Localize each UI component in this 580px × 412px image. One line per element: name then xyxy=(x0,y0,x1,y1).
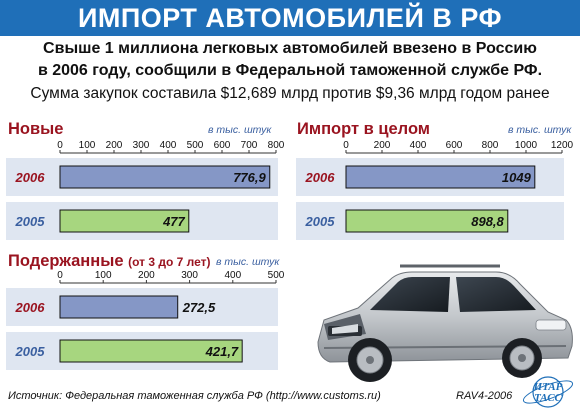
source-note: Источник: Федеральная таможенная служба … xyxy=(8,390,381,402)
chart-total-unit: в тыс. штук xyxy=(508,124,572,136)
value-label: 898,8 xyxy=(471,214,504,229)
bar-2006 xyxy=(59,295,179,319)
tick-label: 400 xyxy=(160,140,177,151)
tick-label: 0 xyxy=(57,270,63,281)
year-label: 2006 xyxy=(305,170,336,185)
tick-label: 300 xyxy=(181,270,198,281)
bar-2005 xyxy=(345,209,509,233)
tick-label: 400 xyxy=(410,140,427,151)
page-title: ИМПОРТ АВТОМОБИЛЕЙ В РФ xyxy=(0,0,580,36)
bar-2005 xyxy=(59,339,243,363)
tick-label: 500 xyxy=(268,270,285,281)
tick-label: 800 xyxy=(268,140,285,151)
tick-label: 300 xyxy=(133,140,150,151)
subtitle-line-3: Сумма закупок составила $12,689 млрд про… xyxy=(30,85,550,102)
suv-illustration xyxy=(317,264,573,382)
itar-tass-logo-icon: ИТАР ТАСС xyxy=(522,376,574,408)
year-label: 2005 xyxy=(305,214,336,229)
tick-label: 400 xyxy=(224,270,241,281)
tick-label: 200 xyxy=(138,270,155,281)
tick-label: 0 xyxy=(57,140,63,151)
subtitle-line-2: в 2006 году, сообщили в Федеральной тамо… xyxy=(37,62,543,79)
value-label: 477 xyxy=(162,214,185,229)
year-label: 2006 xyxy=(15,300,46,315)
chart-new-title: Новые xyxy=(8,120,64,138)
tick-label: 200 xyxy=(374,140,391,151)
tick-label: 700 xyxy=(241,140,258,151)
svg-text:ИТАР: ИТАР xyxy=(533,381,563,393)
tick-label: 600 xyxy=(214,140,231,151)
chart-new: 0 100 200 300 400 500 600 700 800 2006 776,9 2005 47… xyxy=(6,140,285,240)
tick-label: 500 xyxy=(187,140,204,151)
tick-label: 600 xyxy=(446,140,463,151)
tick-label: 100 xyxy=(95,270,112,281)
year-label: 2005 xyxy=(15,214,46,229)
tick-label: 100 xyxy=(79,140,96,151)
value-label: 272,5 xyxy=(182,300,216,315)
tick-label: 1200 xyxy=(551,140,574,151)
tick-label: 1000 xyxy=(515,140,538,151)
graphic-code: RAV4-2006 xyxy=(456,390,513,402)
tick-label: 200 xyxy=(106,140,123,151)
chart-total-title: Импорт в целом xyxy=(297,120,431,138)
value-label: 776,9 xyxy=(233,170,266,185)
tick-label: 0 xyxy=(343,140,349,151)
bar-2006 xyxy=(345,165,536,189)
svg-text:ТАСС: ТАСС xyxy=(534,392,562,404)
chart-new-unit: в тыс. штук xyxy=(208,124,272,136)
bar-2006 xyxy=(59,165,271,189)
year-label: 2006 xyxy=(15,170,46,185)
chart-used-title-text: Подержанные xyxy=(8,252,124,270)
chart-used-unit: в тыс. штук xyxy=(216,256,280,268)
value-label: 421,7 xyxy=(205,344,239,359)
chart-used: 0 100 200 300 400 500 2006 272,5 2005 421,7 xyxy=(6,270,285,370)
subtitle-line-1: Свыше 1 миллиона легковых автомобилей вв… xyxy=(43,40,537,57)
year-label: 2005 xyxy=(15,344,46,359)
value-label: 1049 xyxy=(502,170,532,185)
tick-label: 800 xyxy=(482,140,499,151)
chart-used-title: Подержанные (от 3 до 7 лет) xyxy=(8,252,211,271)
chart-total: 0 200 400 600 800 1000 1200 2006 1049 2005 898,8 xyxy=(296,140,574,240)
bar-2005 xyxy=(59,209,190,233)
chart-used-title-note: (от 3 до 7 лет) xyxy=(128,255,211,269)
